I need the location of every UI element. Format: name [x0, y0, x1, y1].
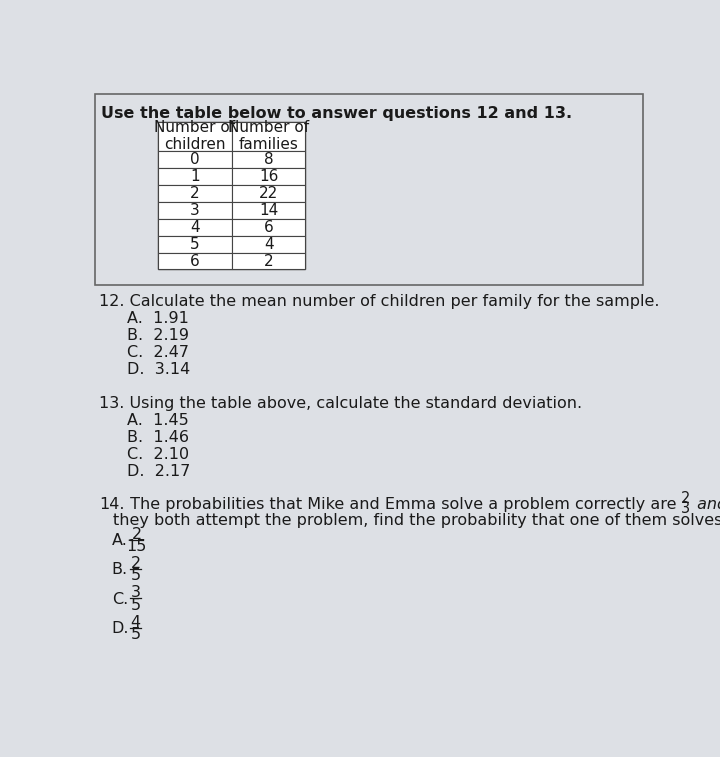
Text: 3: 3	[680, 501, 690, 516]
Bar	[232, 235, 305, 253]
Text: Number of
children: Number of children	[155, 120, 235, 152]
Text: and: and	[691, 497, 720, 512]
Bar	[158, 235, 232, 253]
Bar	[232, 122, 305, 151]
Text: 3: 3	[131, 585, 140, 600]
Text: 4: 4	[264, 237, 274, 251]
Bar	[158, 253, 232, 269]
Text: 14.: 14.	[99, 497, 125, 512]
Text: A.  1.45: A. 1.45	[127, 413, 189, 428]
Text: 4: 4	[190, 220, 200, 235]
Text: 2: 2	[130, 556, 141, 571]
Bar	[158, 201, 232, 219]
Text: 6: 6	[190, 254, 200, 269]
Text: Number of
families: Number of families	[228, 120, 309, 152]
Text: The probabilities that Mike and Emma solve a problem correctly are: The probabilities that Mike and Emma sol…	[125, 497, 681, 512]
Text: B.  1.46: B. 1.46	[127, 430, 189, 444]
Text: 0: 0	[190, 152, 200, 167]
Bar	[158, 185, 232, 201]
Text: C.  2.10: C. 2.10	[127, 447, 189, 462]
Text: C.: C.	[112, 591, 128, 606]
Text: 12. Calculate the mean number of children per family for the sample.: 12. Calculate the mean number of childre…	[99, 294, 660, 309]
Bar	[232, 219, 305, 235]
Text: C.  2.47: C. 2.47	[127, 345, 189, 360]
Bar	[158, 168, 232, 185]
Text: A.  1.91: A. 1.91	[127, 311, 189, 326]
Text: 5: 5	[130, 627, 141, 642]
Text: 2: 2	[264, 254, 274, 269]
Text: 13. Using the table above, calculate the standard deviation.: 13. Using the table above, calculate the…	[99, 396, 582, 411]
Text: 14: 14	[259, 203, 278, 218]
Text: 15: 15	[126, 539, 147, 554]
Text: 8: 8	[264, 152, 274, 167]
Text: 1: 1	[190, 169, 200, 184]
Bar	[232, 168, 305, 185]
Bar	[232, 253, 305, 269]
Text: 2: 2	[190, 185, 200, 201]
Bar	[232, 201, 305, 219]
Text: 3: 3	[190, 203, 200, 218]
Bar	[158, 122, 232, 151]
Bar	[158, 151, 232, 168]
Bar	[158, 219, 232, 235]
Text: 2: 2	[132, 527, 142, 542]
Text: 2: 2	[680, 491, 690, 506]
Text: D.  3.14: D. 3.14	[127, 362, 191, 377]
Text: D.: D.	[112, 621, 129, 636]
Text: 5: 5	[190, 237, 200, 251]
Bar	[158, 122, 305, 269]
Bar	[94, 94, 644, 285]
Text: A.: A.	[112, 533, 127, 548]
Text: D.  2.17: D. 2.17	[127, 463, 191, 478]
Text: 5: 5	[130, 569, 141, 584]
Text: B.  2.19: B. 2.19	[127, 328, 189, 343]
Text: 4: 4	[130, 615, 141, 630]
Bar	[232, 185, 305, 201]
Bar	[232, 151, 305, 168]
Text: B.: B.	[112, 562, 128, 578]
Text: 5: 5	[130, 598, 141, 612]
Text: Use the table below to answer questions 12 and 13.: Use the table below to answer questions …	[101, 106, 572, 121]
Text: they both attempt the problem, find the probability that one of them solves it c: they both attempt the problem, find the …	[113, 512, 720, 528]
Text: 16: 16	[259, 169, 279, 184]
Text: 6: 6	[264, 220, 274, 235]
Text: 22: 22	[259, 185, 278, 201]
